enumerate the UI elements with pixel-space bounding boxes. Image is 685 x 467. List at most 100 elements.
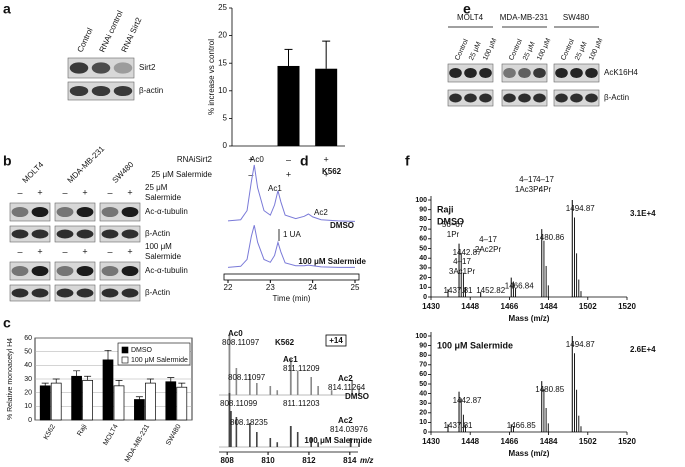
- condition-sign: +: [248, 154, 253, 164]
- blot-band: [69, 85, 89, 97]
- y-tick-label: 10: [218, 86, 227, 95]
- blot-band: [503, 67, 516, 79]
- blot-band: [464, 67, 477, 79]
- blot-band: [91, 62, 111, 74]
- x-tick-label: SW480: [165, 423, 183, 446]
- panel-letter: e: [463, 1, 471, 17]
- lane-label: 25 μM: [522, 41, 537, 62]
- cluster-label: 2Ac2Pr: [475, 245, 502, 254]
- x-tick-label: 1520: [618, 437, 636, 446]
- sign: +: [127, 187, 132, 197]
- band-label: Ac-α-tubulin: [145, 207, 188, 216]
- band-label: Sirt2: [139, 63, 156, 72]
- blot-band: [11, 265, 29, 277]
- bar: [315, 68, 338, 146]
- x-tick-label: 1448: [461, 437, 479, 446]
- blot-band: [101, 206, 119, 218]
- peak-value-label: 1442.87: [453, 248, 482, 257]
- bar: [145, 382, 156, 421]
- lane-label: 25 μM: [468, 41, 483, 62]
- bar: [71, 375, 82, 421]
- cluster-label: 4–17: [453, 257, 471, 266]
- y-tick-label: 80: [419, 352, 427, 359]
- panel-letter: d: [300, 153, 309, 169]
- y-tick-label: 90: [419, 342, 427, 349]
- peak-value-label: 1437.81: [444, 286, 473, 295]
- band-label: β-actin: [139, 86, 163, 95]
- y-tick-label: 0: [423, 294, 427, 301]
- peak-label: Ac1: [268, 184, 282, 193]
- y-tick-label: 30: [419, 265, 427, 272]
- cluster-label: 4–17: [479, 235, 497, 244]
- x-tick-label: 1466: [501, 302, 519, 311]
- x-axis-label: Time (min): [273, 294, 311, 303]
- bar: [39, 385, 51, 421]
- blot-band: [479, 67, 492, 79]
- sign: –: [107, 187, 112, 197]
- trace: [227, 164, 356, 222]
- peak-value-label: 1437.81: [444, 421, 473, 430]
- sign: –: [107, 246, 112, 256]
- peak-label: Ac2: [338, 416, 353, 425]
- trace: [227, 225, 355, 268]
- series-label: 100 μM Salermide: [304, 436, 372, 445]
- cell-line-label: MOLT4: [21, 160, 46, 185]
- x-tick-label: 25: [351, 283, 360, 292]
- band-label: Ac-α-tubulin: [145, 266, 188, 275]
- shift-box: [325, 334, 347, 347]
- blot-band: [121, 206, 139, 218]
- blot-band: [121, 229, 139, 239]
- y-tick-label: 0: [423, 429, 427, 436]
- blot-band: [31, 206, 49, 218]
- sign: +: [37, 187, 42, 197]
- blot-band: [31, 265, 49, 277]
- cluster-label: 56–67: [442, 220, 465, 229]
- blot-band: [121, 265, 139, 277]
- bar: [176, 386, 188, 421]
- blot-band: [76, 265, 94, 277]
- y-tick-label: 70: [419, 226, 427, 233]
- sign: +: [127, 246, 132, 256]
- cell-line-label: MDA-MB-231: [66, 144, 107, 185]
- series-label: 100 μM Salermide: [298, 257, 366, 266]
- legend-label: 100 μM Salermide: [131, 357, 188, 364]
- intensity-label: 2.6E+4: [630, 345, 656, 354]
- x-tick-label: K562: [43, 423, 57, 441]
- blot-band: [555, 93, 568, 103]
- cluster-label: 3Ac1Pr: [449, 267, 476, 276]
- peak-value-label: 1442.87: [453, 396, 482, 405]
- blot-band: [518, 93, 531, 103]
- error-bar: [52, 378, 60, 384]
- blot-band: [555, 67, 568, 79]
- y-tick-label: 90: [419, 207, 427, 214]
- chart-title: K562: [322, 167, 342, 176]
- condition-sign: +: [286, 169, 291, 179]
- bar: [102, 359, 114, 421]
- sample-label: Raji: [437, 204, 454, 214]
- band-label: β-Actin: [604, 93, 629, 102]
- blot-band: [570, 93, 583, 103]
- sample-label: 100 μM Salermide: [437, 340, 513, 350]
- peak-label: Ac1: [283, 355, 298, 364]
- blot-band: [69, 62, 89, 74]
- x-axis-label: m/z: [360, 456, 373, 465]
- blot-band: [56, 229, 74, 239]
- sign: –: [17, 187, 22, 197]
- series-label: DMSO: [330, 221, 354, 230]
- band-label: AcK16H4: [604, 68, 638, 77]
- peak-value-label: 1466.85: [507, 421, 536, 430]
- x-tick-label: 808: [220, 456, 234, 465]
- error-bar: [178, 382, 186, 388]
- x-tick-label: 1430: [422, 302, 440, 311]
- cell-line-label: MDA-MB-231: [500, 13, 549, 22]
- y-tick-label: 40: [419, 390, 427, 397]
- x-axis-label: Mass (m/z): [509, 314, 550, 323]
- error-bar: [284, 48, 293, 66]
- x-tick-label: 1502: [579, 302, 597, 311]
- y-tick-label: 20: [419, 410, 427, 417]
- x-tick-label: MOLT4: [102, 423, 120, 446]
- blot-band: [113, 62, 133, 74]
- y-tick-label: 50: [419, 381, 427, 388]
- blot-band: [91, 85, 111, 97]
